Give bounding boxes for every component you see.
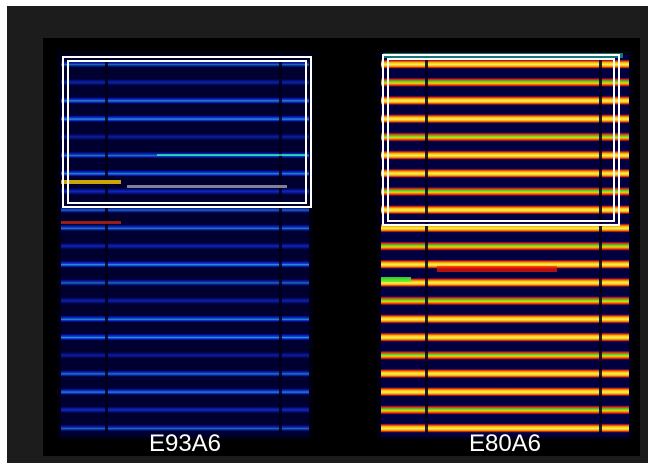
defect-streak — [127, 185, 287, 188]
cell-stripe — [61, 334, 309, 341]
cell-stripe — [61, 388, 309, 395]
defect-streak — [157, 154, 307, 156]
defect-streak — [437, 266, 557, 272]
cell-stripe — [61, 206, 309, 213]
cell-stripe — [61, 261, 309, 268]
cell-stripe — [61, 243, 309, 250]
busbar-line — [279, 51, 282, 433]
cell-stripe — [381, 423, 629, 433]
cell-stripe — [61, 97, 309, 104]
cell-stripe — [61, 133, 309, 140]
cell-stripe — [381, 59, 629, 69]
cell-stripe — [381, 278, 629, 287]
cell-stripe — [61, 61, 309, 68]
panel-right-label: E80A6 — [468, 430, 542, 457]
cell-stripe — [381, 114, 629, 124]
cell-stripe — [381, 332, 629, 342]
panel-left-label: E93A6 — [148, 430, 222, 457]
cell-stripe — [381, 205, 629, 215]
selection-box — [62, 56, 312, 208]
cell-stripe — [61, 224, 309, 231]
cell-stripe — [381, 405, 629, 415]
cell-stripe — [61, 79, 309, 86]
el-image-left — [57, 51, 313, 439]
cell-stripe — [61, 425, 309, 432]
cell-stripe — [381, 369, 629, 378]
cell-stripe — [381, 77, 629, 87]
cell-stripe — [61, 352, 309, 359]
cell-stripe — [61, 370, 309, 377]
selection-box — [382, 54, 620, 226]
image-canvas: E93A6 E80A6 — [43, 38, 640, 456]
cell-stripe — [61, 188, 309, 195]
cell-stripe — [381, 387, 629, 397]
cell-stripe — [381, 132, 629, 142]
defect-streak — [381, 277, 411, 282]
cell-stripe — [381, 150, 629, 160]
cell-stripe — [381, 241, 629, 251]
cell-stripe — [381, 168, 629, 178]
image-frame: E93A6 E80A6 — [7, 6, 648, 463]
selection-box-inner — [387, 58, 615, 222]
el-image-right — [377, 51, 633, 439]
cell-stripe — [381, 259, 629, 269]
panel-right — [377, 51, 633, 439]
cell-stripe — [381, 96, 629, 105]
panel-left — [57, 51, 313, 439]
cell-stripe — [61, 406, 309, 413]
cell-stripe — [381, 350, 629, 360]
cell-stripe — [61, 279, 309, 286]
defect-streak — [61, 180, 121, 184]
busbar-line — [105, 51, 108, 433]
defect-streak — [61, 221, 121, 224]
cell-stripe — [61, 170, 309, 177]
cell-stripe — [61, 297, 309, 304]
cell-stripe — [61, 115, 309, 122]
cell-stripe — [381, 296, 629, 306]
cell-stripe — [61, 315, 309, 322]
busbar-line — [425, 51, 428, 433]
selection-box-inner — [67, 60, 307, 204]
busbar-line — [599, 51, 602, 433]
cell-stripe — [381, 314, 629, 324]
cell-stripe — [381, 223, 629, 233]
cell-stripe — [381, 187, 629, 196]
